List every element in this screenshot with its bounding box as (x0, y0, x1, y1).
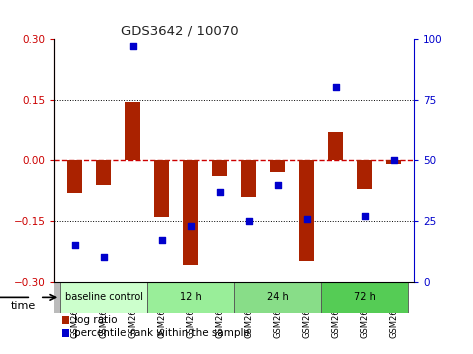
Bar (271, 160, 285, 172)
Point (100, 255, 107, 260)
Bar (154, 160, 169, 217)
Text: percentile rank within the sample: percentile rank within the sample (74, 328, 250, 338)
Text: log ratio: log ratio (74, 315, 118, 325)
Point (303, 216, 310, 221)
Text: GDS3642 / 10070: GDS3642 / 10070 (121, 25, 238, 38)
Bar (241, 160, 256, 197)
Bar (61, 316, 70, 324)
Text: time: time (10, 301, 35, 311)
Text: baseline control: baseline control (65, 292, 143, 302)
Point (361, 213, 368, 219)
Point (71, 242, 79, 248)
Bar (234, 281, 321, 313)
Point (187, 223, 194, 229)
Point (129, 44, 136, 49)
Point (216, 189, 223, 195)
Bar (386, 160, 401, 164)
Bar (321, 281, 408, 313)
Text: 24 h: 24 h (267, 292, 289, 302)
Bar (61, 329, 70, 337)
Bar (68, 160, 82, 193)
Bar (125, 102, 140, 160)
Bar (299, 160, 314, 261)
Bar (328, 132, 343, 160)
Text: 72 h: 72 h (354, 292, 376, 302)
Bar (60, 281, 147, 313)
Point (274, 182, 281, 187)
Point (332, 85, 340, 90)
Bar (357, 160, 372, 189)
Bar (212, 160, 227, 176)
Bar (184, 160, 198, 266)
Bar (96, 160, 111, 184)
Text: 12 h: 12 h (180, 292, 201, 302)
Point (390, 158, 397, 163)
Point (245, 218, 253, 224)
Point (158, 238, 166, 243)
Bar (147, 281, 234, 313)
